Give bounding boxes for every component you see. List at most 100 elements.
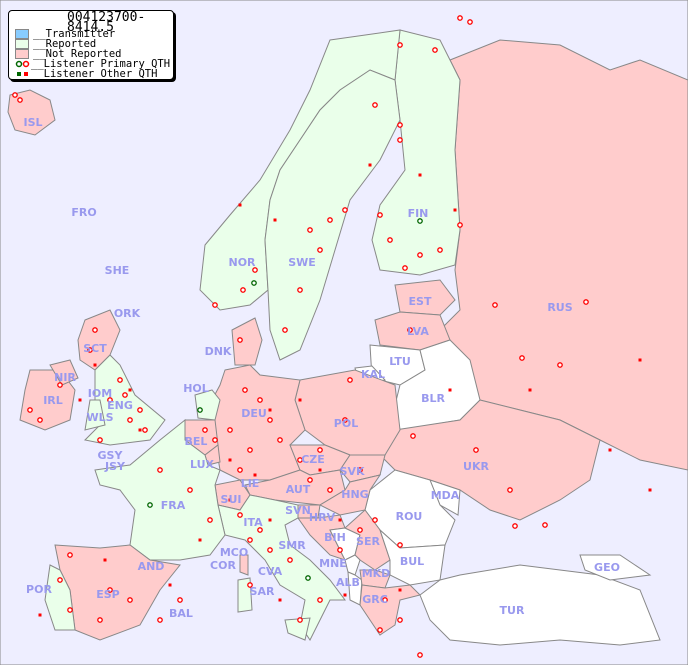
country-label-lux: LUX bbox=[190, 458, 215, 471]
listener-primary-qth-marker bbox=[467, 19, 473, 25]
country-label-hrv: HRV bbox=[309, 511, 336, 524]
country-label-gsy: GSY bbox=[98, 449, 124, 462]
country-grc bbox=[359, 584, 421, 636]
listener-primary-qth-marker bbox=[107, 587, 113, 593]
country-label-cva: CVA bbox=[258, 565, 283, 578]
country-label-ork: ORK bbox=[114, 307, 141, 320]
listener-primary-qth-marker bbox=[157, 467, 163, 473]
legend-primary: __Listener Primary QTH bbox=[15, 59, 170, 69]
listener-primary-qth-marker bbox=[397, 617, 403, 623]
listener-primary-qth-marker bbox=[27, 407, 33, 413]
listener-primary-qth-marker bbox=[237, 337, 243, 343]
listener-other-qth-marker bbox=[198, 538, 202, 542]
legend-other-label: __Listener Other QTH bbox=[31, 68, 158, 80]
listener-primary-qth-marker bbox=[337, 547, 343, 553]
country-dnk bbox=[231, 317, 263, 366]
listener-primary-qth-marker bbox=[122, 392, 128, 398]
listener-primary-qth-marker bbox=[317, 247, 323, 253]
listener-primary-qth-marker bbox=[57, 577, 63, 583]
country-label-pol: POL bbox=[334, 417, 358, 430]
listener-other-qth-marker bbox=[168, 583, 172, 587]
country-nir bbox=[49, 359, 79, 386]
country-label-fin: FIN bbox=[408, 207, 429, 220]
listener-primary-qth-marker bbox=[583, 299, 589, 305]
listener-markers bbox=[12, 15, 652, 658]
legend-reported: __Reported bbox=[15, 39, 96, 49]
listener-primary-qth-marker bbox=[519, 355, 525, 361]
listener-primary-qth-marker bbox=[473, 447, 479, 453]
listener-primary-qth-marker bbox=[187, 487, 193, 493]
listener-primary-qth-marker bbox=[267, 547, 273, 553]
listener-primary-qth-marker bbox=[202, 427, 208, 433]
legend-title: 004123700-8414.5 bbox=[67, 10, 146, 35]
country-label-dnk: DNK bbox=[205, 345, 232, 358]
listener-primary-qth-marker bbox=[97, 617, 103, 623]
country-label-geo: GEO bbox=[594, 561, 620, 574]
listener-primary-qth-marker bbox=[357, 527, 363, 533]
country-label-nor: NOR bbox=[228, 256, 256, 269]
listener-other-qth-marker bbox=[268, 408, 272, 412]
listener-primary-qth-marker bbox=[277, 437, 283, 443]
listener-other-qth-marker bbox=[278, 598, 282, 602]
listener-primary-qth-marker bbox=[402, 265, 408, 271]
listener-other-qth-marker bbox=[648, 488, 652, 492]
listener-other-qth-marker bbox=[318, 468, 322, 472]
listener-primary-qth-marker bbox=[342, 417, 348, 423]
listener-primary-qth-marker bbox=[207, 517, 213, 523]
country-bul bbox=[378, 528, 446, 586]
listener-other-qth-marker bbox=[253, 473, 257, 477]
primary-qth-icon bbox=[15, 60, 31, 68]
listener-primary-qth-marker bbox=[417, 218, 423, 224]
listener-primary-qth-marker bbox=[397, 137, 403, 143]
listener-other-qth-marker bbox=[368, 163, 372, 167]
listener-primary-qth-marker bbox=[252, 267, 258, 273]
country-label-smr: SMR bbox=[278, 539, 306, 552]
not-reported-swatch bbox=[15, 49, 29, 59]
country-label-bel: BEL bbox=[185, 435, 208, 448]
country-label-tur: TUR bbox=[500, 604, 525, 617]
listener-primary-qth-marker bbox=[457, 222, 463, 228]
listener-primary-qth-marker bbox=[287, 557, 293, 563]
country-label-svn: SVN bbox=[285, 504, 311, 517]
legend-transmitter: __Transmitter bbox=[15, 29, 115, 39]
listener-primary-qth-marker bbox=[147, 502, 153, 508]
listener-primary-qth-marker bbox=[127, 417, 133, 423]
country-label-blr: BLR bbox=[421, 392, 445, 405]
country-label-sar: SAR bbox=[250, 585, 275, 598]
legend-reported-label: __Reported bbox=[33, 38, 97, 50]
listener-primary-qth-marker bbox=[512, 523, 518, 529]
listener-primary-qth-marker bbox=[12, 92, 18, 98]
listener-other-qth-marker bbox=[78, 398, 82, 402]
listener-primary-qth-marker bbox=[127, 597, 133, 603]
country-geo bbox=[579, 554, 652, 581]
listener-primary-qth-marker bbox=[97, 437, 103, 443]
country-label-ita: ITA bbox=[243, 516, 263, 529]
listener-primary-qth-marker bbox=[237, 512, 243, 518]
country-label-she: SHE bbox=[105, 264, 130, 277]
listener-primary-qth-marker bbox=[297, 287, 303, 293]
listener-primary-qth-marker bbox=[67, 607, 73, 613]
country-label-cze: CZE bbox=[301, 453, 325, 466]
country-label-and: AND bbox=[138, 560, 165, 573]
listener-primary-qth-marker bbox=[297, 617, 303, 623]
country-label-swe: SWE bbox=[288, 256, 316, 269]
country-label-cor: COR bbox=[210, 559, 236, 572]
listener-primary-qth-marker bbox=[177, 597, 183, 603]
transmitter-swatch bbox=[15, 29, 29, 39]
listener-primary-qth-marker bbox=[67, 552, 73, 558]
listener-other-qth-marker bbox=[273, 218, 277, 222]
listener-primary-qth-marker bbox=[237, 467, 243, 473]
country-fra bbox=[94, 418, 226, 561]
listener-primary-qth-marker bbox=[37, 417, 43, 423]
country-label-sct: SCT bbox=[83, 342, 107, 355]
listener-other-qth-marker bbox=[638, 358, 642, 362]
listener-primary-qth-marker bbox=[407, 327, 413, 333]
country-label-por: POR bbox=[26, 583, 52, 596]
country-label-aut: AUT bbox=[286, 483, 311, 496]
country-por bbox=[44, 564, 76, 631]
legend-not-reported: __Not Reported bbox=[15, 49, 122, 59]
listener-primary-qth-marker bbox=[267, 417, 273, 423]
listener-primary-qth-marker bbox=[137, 407, 143, 413]
listener-primary-qth-marker bbox=[317, 447, 323, 453]
listener-primary-qth-marker bbox=[297, 457, 303, 463]
